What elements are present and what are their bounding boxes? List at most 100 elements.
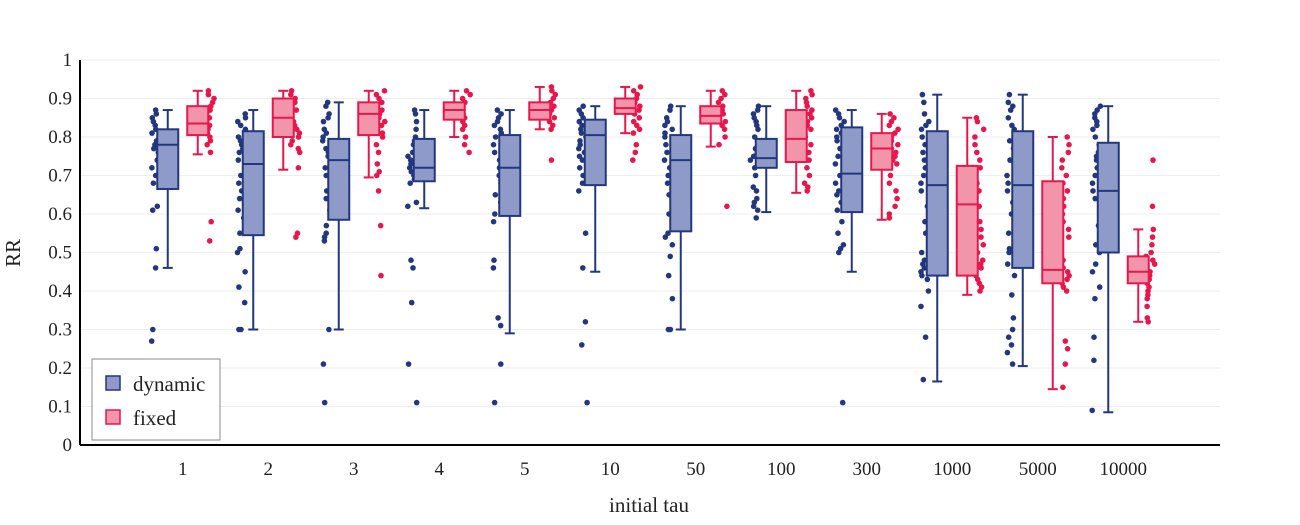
dynamic-box-5 xyxy=(498,109,522,335)
fixed-point-1-19 xyxy=(293,234,299,240)
dynamic-point-9-28 xyxy=(920,376,927,383)
dynamic-point-6-19 xyxy=(669,242,676,248)
dynamic-point-3-20 xyxy=(408,299,415,306)
dynamic-point-8-10 xyxy=(835,153,841,160)
fixed-point-10-22 xyxy=(1063,288,1070,294)
fixed-point-1-5 xyxy=(293,107,300,113)
fixed-iqr-box-7 xyxy=(784,109,808,164)
fixed-point-10-4 xyxy=(1059,165,1065,171)
dynamic-point-5-23 xyxy=(584,399,590,406)
dynamic-point-4-17 xyxy=(490,218,497,225)
dynamic-box-1 xyxy=(156,109,180,269)
dynamic-point-4-22 xyxy=(498,361,504,367)
dynamic-point-8-0 xyxy=(832,107,839,113)
dynamic-point-8-21 xyxy=(840,242,847,248)
dynamic-point-1-15 xyxy=(236,195,243,202)
legend-swatch-dynamic[interactable] xyxy=(105,375,121,391)
dynamic-point-10-26 xyxy=(1005,334,1012,341)
fixed-point-8-13 xyxy=(894,161,900,167)
fixed-point-1-12 xyxy=(295,134,302,140)
dynamic-point-5-0 xyxy=(580,103,586,109)
y-tick-label-7: 0.7 xyxy=(48,166,72,187)
dynamic-point-9-27 xyxy=(922,334,929,341)
dynamic-point-5-15 xyxy=(576,165,583,171)
fixed-point-2-2 xyxy=(376,95,382,102)
dynamic-point-9-1 xyxy=(921,99,927,106)
fixed-iqr-box-5 xyxy=(613,97,637,115)
dynamic-point-1-21 xyxy=(242,269,248,275)
dynamic-point-2-18 xyxy=(323,222,330,229)
dynamic-iqr-box-5 xyxy=(583,118,607,187)
dynamic-point-10-29 xyxy=(1009,361,1016,367)
fixed-point-9-5 xyxy=(974,149,980,156)
fixed-iqr-box-9 xyxy=(955,164,979,277)
dynamic-iqr-box-0 xyxy=(156,128,180,190)
dynamic-box-10 xyxy=(583,105,607,273)
dynamic-point-9-2 xyxy=(921,111,928,117)
dynamic-iqr-box-1 xyxy=(241,130,265,237)
dynamic-point-11-28 xyxy=(1089,407,1095,414)
fixed-box-1000 xyxy=(955,116,979,296)
fixed-point-2-0 xyxy=(381,88,388,94)
dynamic-point-8-24 xyxy=(839,399,846,406)
fixed-point-1-14 xyxy=(288,141,294,148)
fixed-point-0-13 xyxy=(207,138,214,144)
dynamic-point-0-10 xyxy=(151,145,157,152)
fixed-point-11-17 xyxy=(1144,295,1150,302)
dynamic-point-9-5 xyxy=(918,126,925,133)
dynamic-point-4-20 xyxy=(495,315,501,321)
dynamic-point-6-8 xyxy=(663,141,669,148)
dynamic-point-8-14 xyxy=(832,180,839,186)
fixed-point-8-3 xyxy=(886,122,893,129)
legend-label-dynamic[interactable]: dynamic xyxy=(133,372,205,396)
dynamic-point-6-22 xyxy=(669,295,676,302)
fixed-point-4-11 xyxy=(548,126,554,133)
fixed-point-1-1 xyxy=(288,91,294,98)
fixed-point-0-17 xyxy=(206,238,213,244)
fixed-point-5-15 xyxy=(630,157,636,163)
legend-label-fixed[interactable]: fixed xyxy=(133,406,177,430)
fixed-point-11-2 xyxy=(1150,226,1157,233)
fixed-point-8-18 xyxy=(894,195,900,202)
fixed-point-11-5 xyxy=(1148,249,1154,256)
fixed-point-10-26 xyxy=(1060,384,1066,391)
fixed-point-11-18 xyxy=(1144,303,1150,310)
tick-labels: 0 0.1 0.2 0.3 0.4 0.5 0.6 0.7 0.8 0.9 1 1 2 3 4 5 10 50 10… xyxy=(48,50,1147,480)
fixed-point-0-14 xyxy=(204,141,210,148)
dynamic-iqr-box-7 xyxy=(754,137,778,169)
legend-swatch-fixed[interactable] xyxy=(105,409,121,425)
fixed-point-9-1 xyxy=(974,118,981,125)
dynamic-point-10-23 xyxy=(1009,292,1015,298)
dynamic-point-4-7 xyxy=(492,134,499,140)
dynamic-point-2-6 xyxy=(323,130,330,136)
dynamic-point-6-10 xyxy=(661,157,668,163)
dynamic-point-3-19 xyxy=(410,265,416,271)
dynamic-point-0-20 xyxy=(150,326,156,333)
dynamic-point-3-21 xyxy=(405,361,412,367)
dynamic-iqr-box-11 xyxy=(1096,141,1120,254)
dynamic-point-9-11 xyxy=(920,172,927,179)
dynamic-point-3-17 xyxy=(405,203,411,210)
fixed-point-7-1 xyxy=(809,91,815,98)
x-tick-label-11: 10000 xyxy=(1100,459,1148,480)
legend[interactable]: dynamic fixed xyxy=(91,358,221,441)
dynamic-point-0-1 xyxy=(153,111,160,117)
fixed-point-8-15 xyxy=(887,172,894,179)
fixed-point-2-20 xyxy=(378,272,384,279)
fixed-box-10 xyxy=(613,85,637,135)
dynamic-point-3-22 xyxy=(413,399,420,406)
dynamic-point-10-20 xyxy=(1006,249,1012,256)
dynamic-iqr-box-9 xyxy=(925,130,949,277)
dynamic-point-3-15 xyxy=(407,180,414,186)
dynamic-point-6-13 xyxy=(664,180,671,186)
fixed-point-3-1 xyxy=(467,91,474,98)
dynamic-point-8-3 xyxy=(841,118,847,125)
fixed-point-9-2 xyxy=(980,126,987,133)
fixed-point-9-27 xyxy=(977,288,983,294)
y-tick-label-8: 0.8 xyxy=(48,127,72,148)
fixed-point-0-15 xyxy=(207,149,214,156)
dynamic-point-2-22 xyxy=(326,326,332,333)
dynamic-point-7-1 xyxy=(754,107,761,113)
